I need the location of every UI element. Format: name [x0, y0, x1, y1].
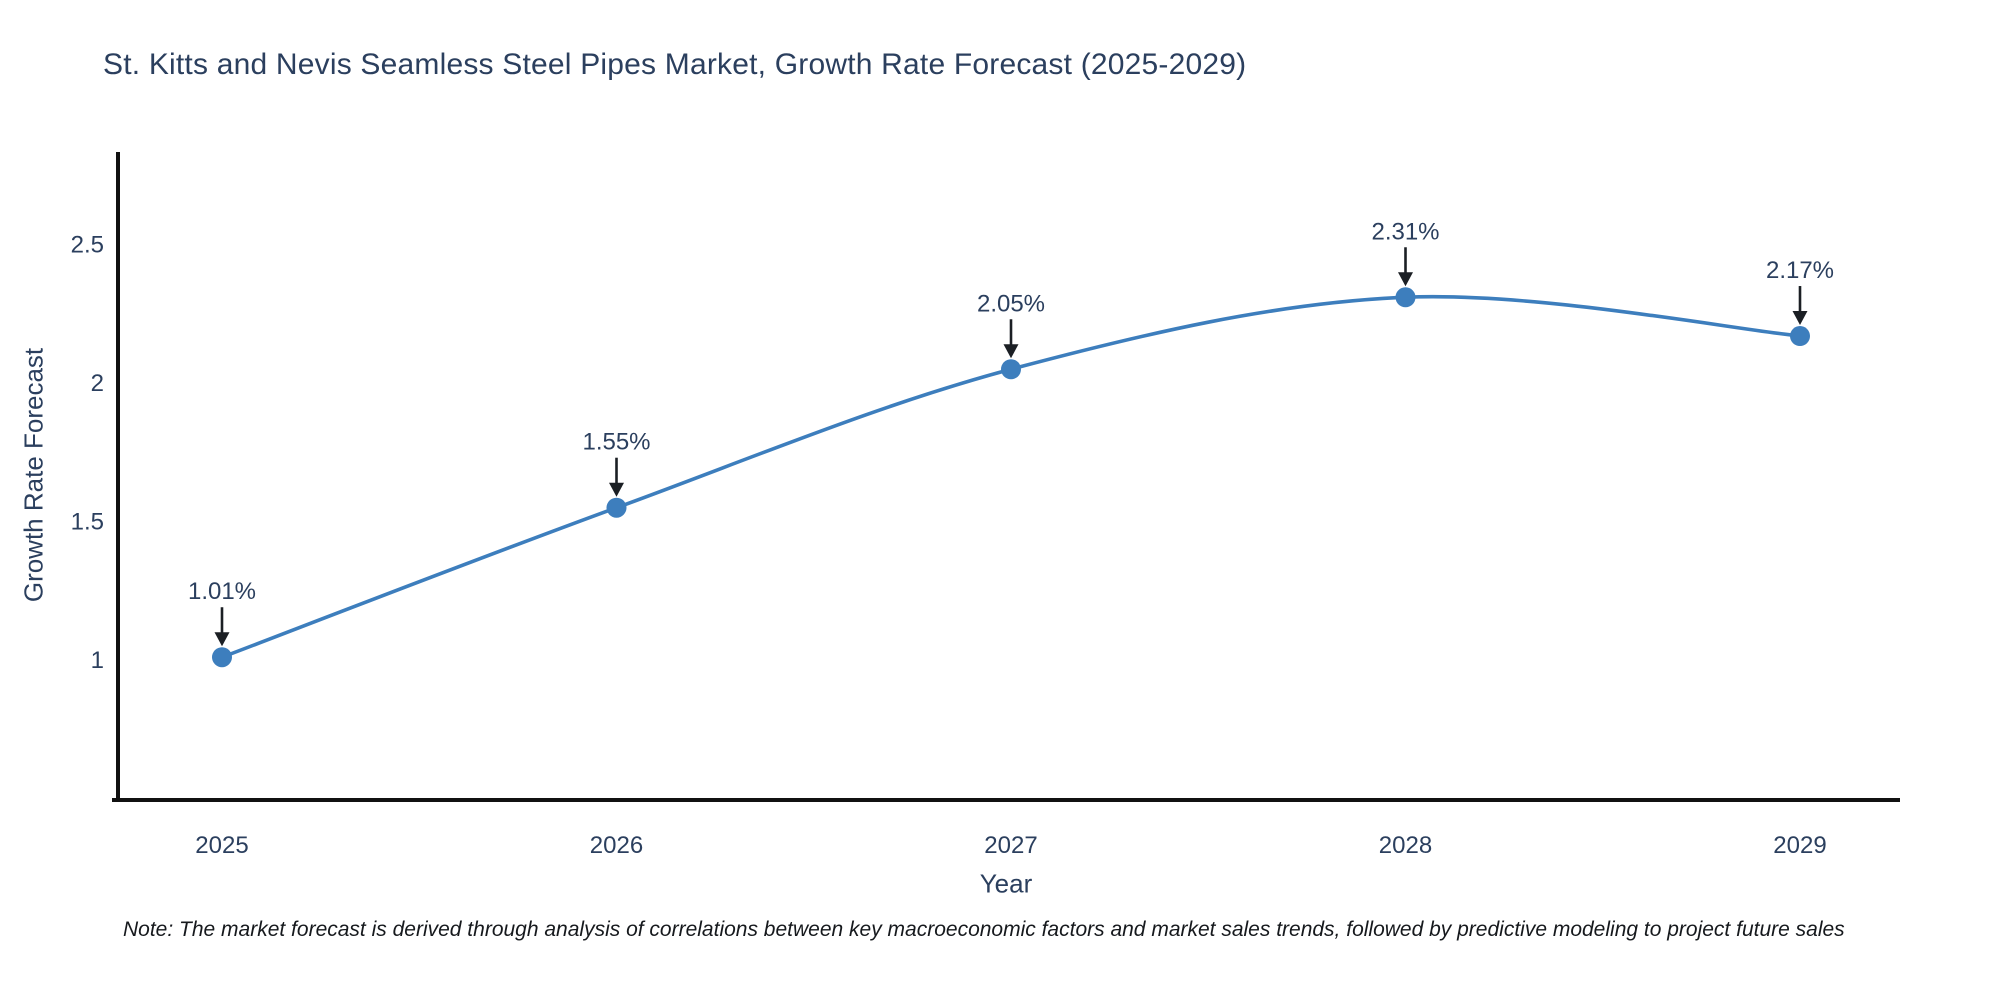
annotation-arrowhead [609, 482, 624, 497]
annotation-label: 2.17% [1766, 257, 1834, 284]
footnote: Note: The market forecast is derived thr… [123, 918, 1845, 941]
data-point-2027[interactable] [1001, 359, 1021, 380]
annotation-label: 2.05% [977, 290, 1045, 317]
annotation-label: 1.55% [582, 429, 650, 456]
y-tick-label: 1 [91, 647, 104, 674]
x-tick-label: 2027 [984, 832, 1037, 859]
annotation-label: 1.01% [188, 578, 256, 605]
data-point-2026[interactable] [606, 497, 627, 518]
chart-title: St. Kitts and Nevis Seamless Steel Pipes… [103, 48, 1247, 81]
annotation-arrowhead [214, 632, 230, 647]
x-tick-label: 2025 [195, 832, 248, 859]
annotation-arrowhead [1792, 311, 1808, 326]
data-point-2025[interactable] [212, 647, 232, 668]
data-point-2029[interactable] [1790, 326, 1810, 347]
annotation-arrowhead [1398, 272, 1413, 287]
y-tick-label: 2.5 [71, 232, 104, 259]
data-point-2028[interactable] [1395, 287, 1416, 308]
x-tick-label: 2026 [590, 832, 643, 859]
x-axis-title: Year [979, 868, 1033, 899]
annotation-label: 2.31% [1371, 218, 1439, 245]
y-tick-label: 2 [91, 370, 104, 397]
y-tick-label: 1.5 [71, 509, 104, 536]
x-tick-label: 2028 [1379, 832, 1432, 859]
annotation-arrowhead [1003, 344, 1019, 359]
x-tick-label: 2029 [1773, 832, 1826, 859]
